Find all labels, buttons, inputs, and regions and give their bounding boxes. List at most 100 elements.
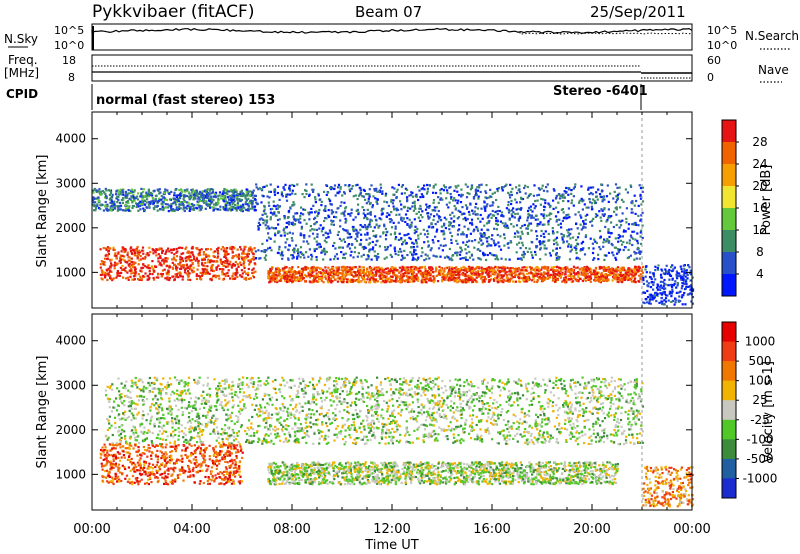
data-cell xyxy=(365,202,368,205)
data-cell xyxy=(443,224,446,227)
data-cell xyxy=(339,225,342,228)
data-cell xyxy=(299,251,302,254)
data-cell xyxy=(271,212,274,215)
data-cell xyxy=(337,271,340,274)
data-cell xyxy=(278,218,281,221)
data-cell xyxy=(592,217,595,220)
data-cell xyxy=(352,256,355,259)
data-cell xyxy=(628,242,631,245)
data-cell xyxy=(496,279,499,283)
data-cell xyxy=(104,205,107,208)
data-cell xyxy=(569,232,572,235)
data-cell xyxy=(195,257,199,260)
data-cell xyxy=(153,270,156,273)
data-cell xyxy=(352,228,355,231)
data-cell xyxy=(563,196,566,199)
data-cell xyxy=(544,199,547,202)
data-cell xyxy=(444,227,447,230)
data-cell xyxy=(603,198,606,201)
data-cell xyxy=(441,249,444,252)
data-cell xyxy=(463,257,466,260)
data-cell xyxy=(561,271,564,274)
data-cell xyxy=(485,237,488,240)
data-cell xyxy=(194,192,197,195)
data-cell xyxy=(293,218,296,221)
data-cell xyxy=(413,232,416,235)
data-cell xyxy=(538,270,541,273)
data-cell xyxy=(342,253,345,256)
data-cell xyxy=(540,213,543,216)
data-cell xyxy=(462,279,465,282)
data-cell xyxy=(496,190,499,193)
data-cell xyxy=(192,207,195,210)
data-cell xyxy=(180,260,183,263)
data-cell xyxy=(286,278,289,281)
data-cell xyxy=(492,254,495,257)
data-cell xyxy=(157,273,160,276)
data-cell xyxy=(547,221,550,224)
data-cell xyxy=(204,196,207,199)
data-cell xyxy=(145,195,148,198)
data-cell xyxy=(356,273,359,277)
data-cell xyxy=(283,188,286,191)
data-cell xyxy=(568,258,572,261)
data-cell xyxy=(147,254,150,257)
data-cell xyxy=(456,251,459,254)
data-cell xyxy=(309,274,312,277)
data-cell xyxy=(503,266,506,269)
data-cell xyxy=(410,221,413,224)
data-cell xyxy=(287,257,290,260)
data-cell xyxy=(235,206,239,209)
data-cell xyxy=(430,247,433,250)
data-cell xyxy=(270,226,273,229)
data-cell xyxy=(437,240,440,243)
data-cell xyxy=(121,197,125,200)
data-cell xyxy=(552,188,555,191)
data-cell xyxy=(606,274,609,277)
data-cell xyxy=(479,220,482,223)
data-cell xyxy=(570,202,573,205)
data-cell xyxy=(555,258,558,261)
data-cell xyxy=(318,227,321,230)
data-cell xyxy=(404,213,408,216)
data-cell xyxy=(397,250,400,253)
data-cell xyxy=(434,191,438,195)
data-cell xyxy=(519,247,522,250)
data-cell xyxy=(472,212,475,215)
data-cell xyxy=(329,203,332,206)
data-cell xyxy=(105,269,109,272)
data-cell xyxy=(311,188,314,191)
data-cell xyxy=(184,257,187,260)
data-cell xyxy=(563,273,567,276)
data-cell xyxy=(269,208,272,211)
data-cell xyxy=(556,278,559,281)
data-cell xyxy=(264,258,267,261)
data-cell xyxy=(275,207,278,210)
data-cell xyxy=(339,219,342,222)
data-cell xyxy=(117,206,120,209)
data-cell xyxy=(269,237,272,240)
data-cell xyxy=(109,191,113,194)
data-cell xyxy=(511,267,514,270)
data-cell xyxy=(269,218,272,221)
data-cell xyxy=(393,232,396,236)
data-cell xyxy=(145,206,148,209)
data-cell xyxy=(373,226,376,229)
data-cell xyxy=(135,205,138,209)
data-cell xyxy=(451,211,454,214)
data-cell xyxy=(502,265,505,268)
data-cell xyxy=(219,205,222,208)
data-cell xyxy=(272,227,275,230)
data-cell xyxy=(540,234,543,237)
data-cell xyxy=(203,272,206,275)
data-cell xyxy=(324,274,327,277)
data-cell xyxy=(493,242,496,245)
data-cell xyxy=(311,228,314,231)
data-cell xyxy=(419,204,422,208)
data-cell xyxy=(286,193,289,196)
data-cell xyxy=(193,208,196,211)
data-cell xyxy=(410,225,413,228)
data-cell xyxy=(163,268,166,271)
data-cell xyxy=(228,207,231,210)
data-cell xyxy=(251,201,254,204)
